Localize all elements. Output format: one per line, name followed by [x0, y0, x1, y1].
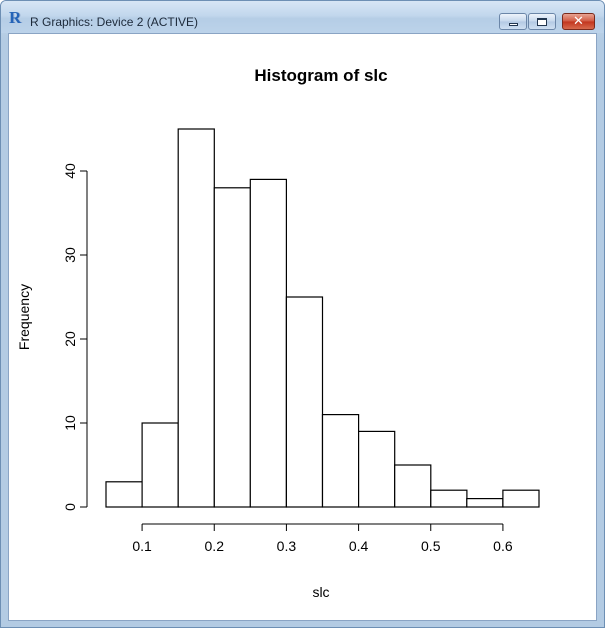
window-title: R Graphics: Device 2 (ACTIVE)	[30, 15, 199, 29]
close-button[interactable]: ✕	[562, 13, 595, 30]
x-axis-label: slc	[312, 584, 329, 600]
y-tick-label: 0	[62, 503, 78, 511]
minimize-button[interactable]	[499, 13, 527, 30]
histogram-bars	[105, 128, 540, 508]
histogram-bar-3	[177, 128, 215, 508]
histogram-bar-8	[358, 430, 396, 508]
y-tick-label: 20	[62, 331, 78, 347]
histogram-bar-10	[430, 489, 468, 508]
maximize-button[interactable]	[528, 13, 556, 30]
histogram-chart: Histogram of slc slc Frequency 0.1 0.2 0.3…	[16, 66, 540, 600]
y-tick-label: 30	[62, 247, 78, 263]
x-tick-label: 0.1	[132, 538, 152, 554]
y-axis-label: Frequency	[16, 284, 32, 350]
x-tick-label: 0.3	[277, 538, 297, 554]
y-axis: 0 10 20 30 40	[62, 163, 88, 511]
title-bar[interactable]: R R Graphics: Device 2 (ACTIVE) ✕	[1, 1, 604, 33]
chart-title: Histogram of slc	[254, 66, 387, 85]
histogram-bar-6	[285, 296, 324, 508]
minimize-icon	[508, 23, 518, 26]
histogram-bar-4	[213, 187, 252, 508]
histogram-bar-9	[394, 464, 432, 508]
histogram-bar-12	[502, 489, 540, 508]
x-tick-label: 0.2	[205, 538, 225, 554]
x-tick-label: 0.6	[493, 538, 513, 554]
y-tick-label: 40	[62, 163, 78, 179]
plot-canvas: Histogram of slc slc Frequency 0.1 0.2 0.3…	[8, 33, 597, 621]
maximize-icon	[537, 17, 547, 26]
x-axis: 0.1 0.2 0.3 0.4 0.5 0.6	[132, 523, 513, 554]
x-tick-label: 0.5	[421, 538, 441, 554]
histogram-bar-2	[141, 422, 179, 508]
histogram-bar-7	[321, 414, 360, 508]
histogram-bar-1	[105, 481, 143, 508]
r-logo-icon: R	[9, 8, 22, 27]
histogram-bar-11	[466, 498, 504, 508]
y-tick-label: 10	[62, 415, 78, 431]
close-icon: ✕	[573, 14, 584, 29]
x-tick-label: 0.4	[349, 538, 369, 554]
histogram-bar-5	[249, 178, 288, 508]
